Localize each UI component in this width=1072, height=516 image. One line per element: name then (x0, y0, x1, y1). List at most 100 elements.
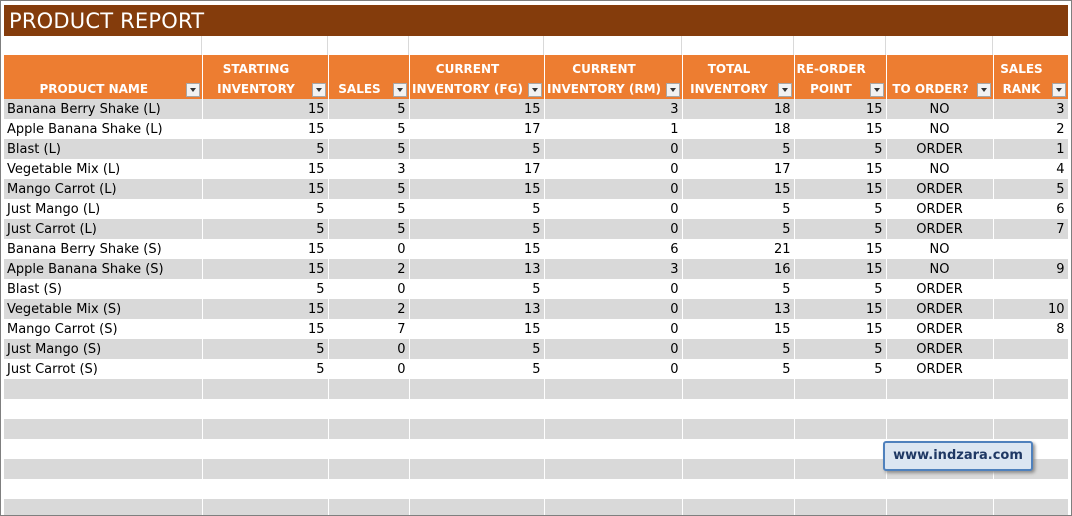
cell-starting[interactable]: 5 (202, 139, 329, 159)
cell-rm[interactable]: 3 (544, 99, 683, 119)
empty-cell[interactable] (4, 459, 203, 479)
filter-dropdown-icon[interactable] (777, 83, 792, 97)
cell-rank[interactable]: 2 (993, 119, 1069, 139)
cell-starting[interactable]: 15 (202, 299, 329, 319)
filter-dropdown-icon[interactable] (976, 83, 991, 97)
cell-fg[interactable]: 15 (409, 179, 545, 199)
cell-to-order[interactable]: NO (886, 99, 994, 119)
cell-to-order[interactable]: ORDER (886, 339, 994, 359)
cell-starting[interactable]: 5 (202, 339, 329, 359)
empty-cell[interactable] (544, 399, 683, 419)
empty-cell[interactable] (328, 439, 410, 459)
filter-dropdown-icon[interactable] (185, 83, 200, 97)
cell-rank[interactable]: 7 (993, 219, 1069, 239)
cell-rm[interactable]: 0 (544, 319, 683, 339)
cell-starting[interactable]: 5 (202, 359, 329, 379)
cell-reorder[interactable]: 15 (794, 179, 887, 199)
cell-total[interactable]: 5 (682, 139, 795, 159)
empty-cell[interactable] (886, 379, 994, 399)
cell-sales[interactable]: 2 (328, 259, 410, 279)
cell-sales[interactable]: 5 (328, 179, 410, 199)
cell-fg[interactable]: 15 (409, 99, 545, 119)
cell-fg[interactable]: 15 (409, 319, 545, 339)
cell-to-order[interactable]: ORDER (886, 219, 994, 239)
cell-rank[interactable]: 1 (993, 139, 1069, 159)
empty-cell[interactable] (794, 419, 887, 439)
cell-to-order[interactable]: NO (886, 259, 994, 279)
cell-to-order[interactable]: ORDER (886, 279, 994, 299)
cell-reorder[interactable]: 5 (794, 279, 887, 299)
cell-total[interactable]: 5 (682, 359, 795, 379)
cell-reorder[interactable]: 5 (794, 219, 887, 239)
cell-rank[interactable]: 4 (993, 159, 1069, 179)
cell-rank[interactable] (993, 359, 1069, 379)
cell-sales[interactable]: 0 (328, 339, 410, 359)
cell-product[interactable]: Just Carrot (L) (4, 219, 203, 239)
cell-rank[interactable] (993, 239, 1069, 259)
filter-dropdown-icon[interactable] (1051, 83, 1066, 97)
cell-rm[interactable]: 3 (544, 259, 683, 279)
empty-cell[interactable] (794, 459, 887, 479)
cell-fg[interactable]: 5 (409, 279, 545, 299)
empty-cell[interactable] (409, 479, 545, 499)
empty-cell[interactable] (328, 479, 410, 499)
cell-starting[interactable]: 15 (202, 239, 329, 259)
cell-reorder[interactable]: 15 (794, 319, 887, 339)
cell-rank[interactable]: 8 (993, 319, 1069, 339)
cell-product[interactable]: Banana Berry Shake (L) (4, 99, 203, 119)
cell-rm[interactable]: 0 (544, 139, 683, 159)
empty-cell[interactable] (4, 399, 203, 419)
cell-starting[interactable]: 15 (202, 119, 329, 139)
empty-cell[interactable] (682, 439, 795, 459)
cell-total[interactable]: 16 (682, 259, 795, 279)
cell-fg[interactable]: 13 (409, 299, 545, 319)
cell-sales[interactable]: 5 (328, 99, 410, 119)
empty-cell[interactable] (544, 459, 683, 479)
cell-total[interactable]: 15 (682, 319, 795, 339)
cell-product[interactable]: Banana Berry Shake (S) (4, 239, 203, 259)
empty-cell[interactable] (993, 399, 1069, 419)
empty-cell[interactable] (202, 379, 329, 399)
cell-starting[interactable]: 15 (202, 259, 329, 279)
cell-rank[interactable] (993, 279, 1069, 299)
cell-sales[interactable]: 0 (328, 239, 410, 259)
cell-reorder[interactable]: 15 (794, 299, 887, 319)
cell-starting[interactable]: 5 (202, 279, 329, 299)
cell-total[interactable]: 17 (682, 159, 795, 179)
cell-product[interactable]: Vegetable Mix (L) (4, 159, 203, 179)
empty-cell[interactable] (4, 479, 203, 499)
empty-cell[interactable] (544, 379, 683, 399)
empty-cell[interactable] (202, 399, 329, 419)
cell-starting[interactable]: 5 (202, 199, 329, 219)
empty-cell[interactable] (409, 459, 545, 479)
cell-fg[interactable]: 15 (409, 239, 545, 259)
empty-cell[interactable] (202, 419, 329, 439)
cell-fg[interactable]: 5 (409, 219, 545, 239)
cell-total[interactable]: 5 (682, 279, 795, 299)
empty-cell[interactable] (993, 479, 1069, 499)
cell-to-order[interactable]: NO (886, 159, 994, 179)
empty-cell[interactable] (794, 479, 887, 499)
empty-cell[interactable] (544, 499, 683, 515)
cell-product[interactable]: Mango Carrot (L) (4, 179, 203, 199)
cell-sales[interactable]: 0 (328, 279, 410, 299)
cell-total[interactable]: 21 (682, 239, 795, 259)
empty-cell[interactable] (4, 419, 203, 439)
cell-reorder[interactable]: 5 (794, 359, 887, 379)
cell-total[interactable]: 5 (682, 219, 795, 239)
empty-cell[interactable] (202, 459, 329, 479)
empty-cell[interactable] (682, 419, 795, 439)
cell-product[interactable]: Blast (S) (4, 279, 203, 299)
empty-cell[interactable] (993, 379, 1069, 399)
cell-rank[interactable]: 5 (993, 179, 1069, 199)
cell-rm[interactable]: 0 (544, 179, 683, 199)
cell-reorder[interactable]: 15 (794, 159, 887, 179)
cell-product[interactable]: Just Mango (S) (4, 339, 203, 359)
cell-starting[interactable]: 5 (202, 219, 329, 239)
cell-fg[interactable]: 5 (409, 199, 545, 219)
empty-cell[interactable] (409, 499, 545, 515)
filter-dropdown-icon[interactable] (527, 83, 542, 97)
empty-cell[interactable] (544, 439, 683, 459)
cell-sales[interactable]: 5 (328, 119, 410, 139)
empty-cell[interactable] (682, 479, 795, 499)
